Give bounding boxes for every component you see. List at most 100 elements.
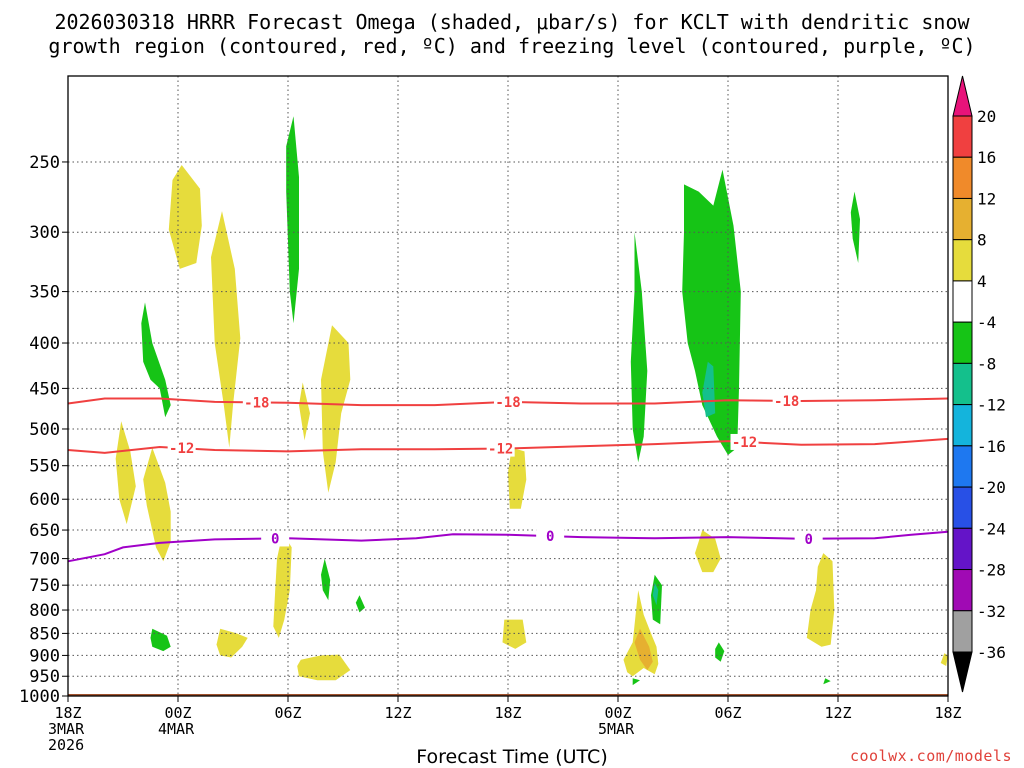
contour-label-bg xyxy=(730,433,759,450)
y-tick-label: 500 xyxy=(29,420,60,440)
omega-region xyxy=(502,619,527,649)
omega-region xyxy=(806,553,835,647)
omega-region xyxy=(321,325,351,493)
omega-region xyxy=(150,628,171,652)
contour-label-bg xyxy=(486,440,515,457)
colorbar-label: 8 xyxy=(977,231,987,250)
y-tick-label: 850 xyxy=(29,624,60,644)
x-tick-label: 2026 xyxy=(48,736,84,754)
colorbar-box xyxy=(952,445,973,488)
omega-region xyxy=(143,447,171,562)
omega-region xyxy=(850,191,860,263)
contour-label: 0 xyxy=(271,531,279,547)
y-tick-label: 650 xyxy=(29,521,60,541)
omega-region xyxy=(355,595,365,613)
contour-label-bg xyxy=(261,530,290,547)
contour-label: -18 xyxy=(495,395,520,411)
colorbar-label: 16 xyxy=(977,148,996,167)
contour-label: -12 xyxy=(732,435,757,451)
y-tick-label: 250 xyxy=(29,153,60,173)
omega-region xyxy=(634,628,653,671)
omega-region xyxy=(321,558,331,601)
contour-label-bg xyxy=(494,393,522,410)
credit-text: coolwx.com/models xyxy=(849,747,1012,765)
contour-label-bg xyxy=(794,530,823,547)
omega-region xyxy=(168,165,202,269)
x-tick-label: 5MAR xyxy=(598,720,635,738)
y-tick-label: 400 xyxy=(29,334,60,354)
y-axis: 2503003504004505005506006507007508008509… xyxy=(19,153,68,707)
omega-region xyxy=(299,382,310,441)
x-tick-label: 06Z xyxy=(274,704,301,722)
contour-label: -12 xyxy=(488,442,513,458)
colorbar-box xyxy=(952,404,973,447)
colorbar-label: -36 xyxy=(977,643,1006,662)
colorbar-label: 20 xyxy=(977,107,996,126)
colorbar-label: -28 xyxy=(977,561,1006,580)
contour-line xyxy=(67,530,949,563)
colorbar-label: -32 xyxy=(977,602,1006,621)
colorbar-box xyxy=(952,197,973,241)
y-tick-label: 750 xyxy=(29,576,60,596)
omega-region xyxy=(702,361,716,418)
x-axis-label: Forecast Time (UTC) xyxy=(416,746,608,768)
contour-label-bg xyxy=(242,394,271,411)
colorbar-bottom-triangle xyxy=(952,651,973,693)
contour-lines: -18 -18 -18 -12 -12 -12 0 0 0 xyxy=(67,392,949,563)
x-tick-label: 00Z xyxy=(604,704,631,722)
contour-label: 0 xyxy=(804,532,812,548)
x-tick-label: 12Z xyxy=(824,704,851,722)
colorbar-box xyxy=(952,280,973,323)
colorbar-label: 12 xyxy=(977,189,996,208)
x-tick-label: 18Z xyxy=(934,704,961,722)
x-tick-label: 3MAR xyxy=(48,720,85,738)
y-tick-label: 950 xyxy=(29,667,60,687)
colorbar-box xyxy=(952,115,973,158)
colorbar-label: 4 xyxy=(977,272,987,291)
x-tick-label: 4MAR xyxy=(158,720,195,738)
colorbar-box xyxy=(952,569,973,612)
omega-region xyxy=(630,232,648,463)
chart-title-line-1: 2026030318 HRRR Forecast Omega (shaded, … xyxy=(54,10,970,34)
colorbar-box xyxy=(952,527,973,571)
x-tick-label: 18Z xyxy=(494,704,521,722)
y-tick-label: 800 xyxy=(29,601,60,621)
omega-region xyxy=(216,628,248,658)
colorbar-box xyxy=(952,239,973,282)
contour-label: 0 xyxy=(546,529,554,545)
omega-region xyxy=(682,169,741,455)
colorbar-box xyxy=(952,321,973,364)
contour-label: -18 xyxy=(774,394,799,410)
y-tick-label: 550 xyxy=(29,457,60,477)
colorbar-label: -12 xyxy=(977,396,1006,415)
omega-region xyxy=(273,533,292,638)
omega-region xyxy=(695,530,721,573)
omega-region xyxy=(141,302,171,418)
colorbar-top-triangle xyxy=(952,75,973,117)
colorbar-label: -20 xyxy=(977,478,1006,497)
colorbar-box xyxy=(952,362,973,406)
contour-label-bg xyxy=(772,392,801,409)
contour-label: -12 xyxy=(169,441,194,457)
omega-region xyxy=(115,421,136,525)
y-tick-label: 900 xyxy=(29,646,60,666)
omega-region xyxy=(715,642,725,662)
x-tick-label: 06Z xyxy=(714,704,741,722)
x-tick-label: 18Z xyxy=(54,704,81,722)
contour-label-bg xyxy=(167,440,196,457)
colorbar-label: -16 xyxy=(977,437,1006,456)
y-tick-label: 700 xyxy=(29,550,60,570)
omega-region xyxy=(286,116,299,324)
colorbar-label: -8 xyxy=(977,354,996,373)
contour-label: -18 xyxy=(244,395,269,411)
y-tick-label: 1000 xyxy=(19,687,60,707)
colorbar-label: -4 xyxy=(977,313,996,332)
colorbar-box xyxy=(952,610,973,653)
y-tick-label: 600 xyxy=(29,490,60,510)
omega-region xyxy=(823,678,831,685)
y-tick-label: 350 xyxy=(29,283,60,303)
omega-region xyxy=(652,582,659,606)
omega-region xyxy=(297,654,351,681)
